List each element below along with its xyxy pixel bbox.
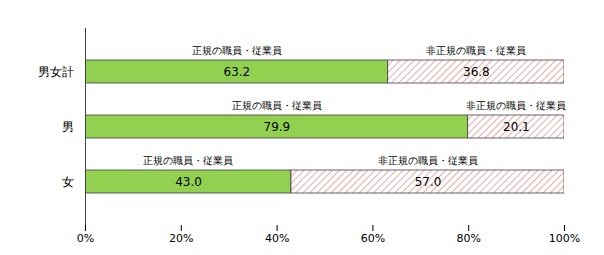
svg-text:0%: 0%	[77, 232, 94, 245]
svg-text:79.9: 79.9	[264, 120, 291, 134]
svg-text:非正規の職員・従業員: 非正規の職員・従業員	[378, 155, 478, 166]
svg-text:男女計: 男女計	[38, 65, 74, 79]
svg-text:正規の職員・従業員: 正規の職員・従業員	[143, 155, 233, 166]
svg-text:女: 女	[62, 175, 74, 189]
svg-text:非正規の職員・従業員: 非正規の職員・従業員	[466, 100, 566, 111]
svg-text:男: 男	[62, 120, 74, 134]
svg-text:正規の職員・従業員: 正規の職員・従業員	[232, 100, 322, 111]
svg-text:80%: 80%	[456, 232, 480, 245]
svg-text:57.0: 57.0	[415, 175, 442, 189]
svg-text:20.1: 20.1	[503, 120, 530, 134]
svg-text:63.2: 63.2	[224, 65, 251, 79]
svg-text:100%: 100%	[549, 232, 580, 245]
svg-text:20%: 20%	[169, 232, 193, 245]
svg-text:43.0: 43.0	[175, 175, 202, 189]
svg-text:正規の職員・従業員: 正規の職員・従業員	[192, 45, 282, 56]
svg-text:36.8: 36.8	[463, 65, 490, 79]
svg-text:60%: 60%	[361, 232, 385, 245]
svg-text:40%: 40%	[265, 232, 289, 245]
svg-text:非正規の職員・従業員: 非正規の職員・従業員	[426, 45, 526, 56]
